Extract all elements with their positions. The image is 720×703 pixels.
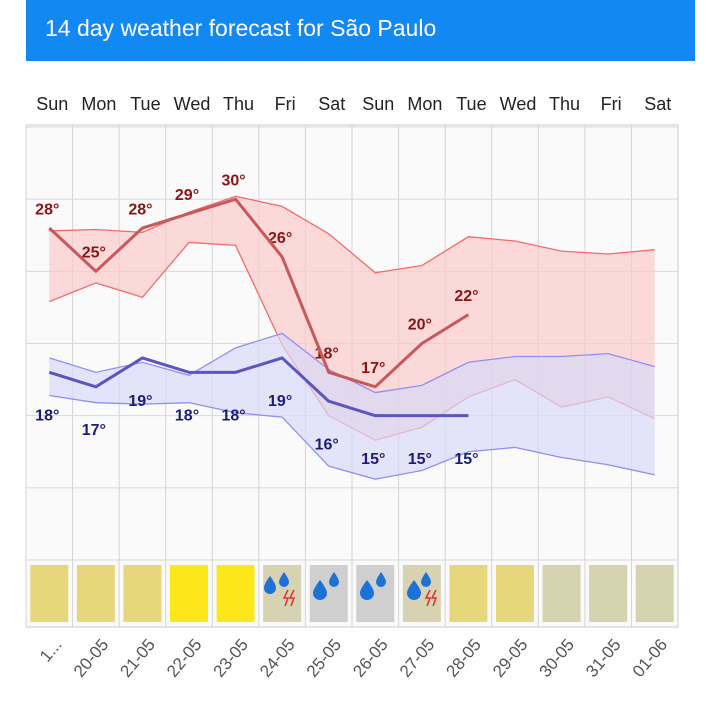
day-label: Thu bbox=[549, 94, 580, 114]
rain-drop bbox=[376, 572, 386, 587]
value-label: 15° bbox=[361, 451, 385, 468]
condition-box bbox=[30, 565, 69, 622]
value-label: 22° bbox=[454, 288, 478, 305]
value-label: 30° bbox=[221, 172, 245, 189]
date-label: 29-05 bbox=[489, 635, 532, 681]
day-label: Mon bbox=[81, 94, 116, 114]
day-label: Sun bbox=[36, 94, 68, 114]
rain-drop bbox=[313, 580, 327, 600]
date-label: 23-05 bbox=[210, 635, 253, 681]
value-label: 25° bbox=[82, 245, 106, 262]
value-label: 29° bbox=[175, 187, 199, 204]
value-label: 18° bbox=[175, 408, 199, 425]
date-label: 20-05 bbox=[70, 635, 113, 681]
lightning bbox=[424, 589, 438, 607]
rain-drop bbox=[407, 580, 421, 600]
day-label: Fri bbox=[275, 94, 296, 114]
date-label: 25-05 bbox=[303, 635, 346, 681]
condition-box bbox=[216, 565, 255, 622]
date-label: 31-05 bbox=[582, 635, 625, 681]
condition-box bbox=[170, 565, 208, 622]
date-label: 24-05 bbox=[256, 635, 299, 681]
date-label: 27-05 bbox=[396, 635, 439, 681]
day-label: Tue bbox=[456, 94, 486, 114]
day-label: Tue bbox=[130, 94, 160, 114]
day-label: Wed bbox=[500, 94, 537, 114]
date-label: 1... bbox=[36, 635, 66, 665]
rain-drop bbox=[421, 572, 431, 587]
date-label: 22-05 bbox=[163, 635, 206, 681]
condition-box bbox=[496, 565, 534, 622]
temperature-line bbox=[48, 197, 470, 389]
value-label: 28° bbox=[35, 201, 59, 218]
value-label: 28° bbox=[128, 201, 152, 218]
weather-icons bbox=[264, 572, 438, 607]
value-label: 20° bbox=[408, 317, 432, 334]
chart-title: 14 day weather forecast for São Paulo bbox=[45, 15, 436, 41]
condition-box bbox=[123, 565, 162, 622]
value-label: 15° bbox=[454, 451, 478, 468]
day-label: Sat bbox=[644, 94, 671, 114]
rain-drop bbox=[360, 580, 374, 600]
rain-drop bbox=[264, 576, 276, 594]
day-label: Fri bbox=[601, 94, 622, 114]
day-label: Wed bbox=[174, 94, 211, 114]
rain-drop bbox=[279, 572, 289, 587]
date-label: 01-06 bbox=[629, 635, 672, 681]
value-label: 19° bbox=[128, 393, 152, 410]
value-label: 19° bbox=[268, 393, 292, 410]
condition-box bbox=[589, 565, 628, 622]
date-label: 28-05 bbox=[442, 635, 485, 681]
day-label: Sat bbox=[318, 94, 345, 114]
rain-drop bbox=[329, 572, 339, 587]
header bbox=[26, 0, 695, 61]
range-high bbox=[49, 195, 655, 274]
temperature-line bbox=[48, 356, 469, 418]
day-label: Mon bbox=[407, 94, 442, 114]
date-label: 30-05 bbox=[536, 635, 579, 681]
value-label: 17° bbox=[361, 360, 385, 377]
range-low bbox=[49, 394, 655, 480]
value-label: 26° bbox=[268, 230, 292, 247]
condition-box bbox=[76, 565, 115, 622]
range-band bbox=[49, 333, 655, 480]
value-label: 15° bbox=[408, 451, 432, 468]
condition-box bbox=[449, 565, 488, 622]
value-label: 18° bbox=[221, 408, 245, 425]
condition-box bbox=[542, 565, 581, 622]
date-label: 21-05 bbox=[116, 635, 159, 681]
lightning bbox=[282, 589, 296, 607]
day-label: Sun bbox=[362, 94, 394, 114]
value-label: 16° bbox=[315, 436, 339, 453]
value-label: 17° bbox=[82, 422, 106, 439]
day-label: Thu bbox=[223, 94, 254, 114]
condition-box bbox=[635, 565, 674, 622]
value-label: 18° bbox=[35, 408, 59, 425]
date-label: 26-05 bbox=[349, 635, 392, 681]
